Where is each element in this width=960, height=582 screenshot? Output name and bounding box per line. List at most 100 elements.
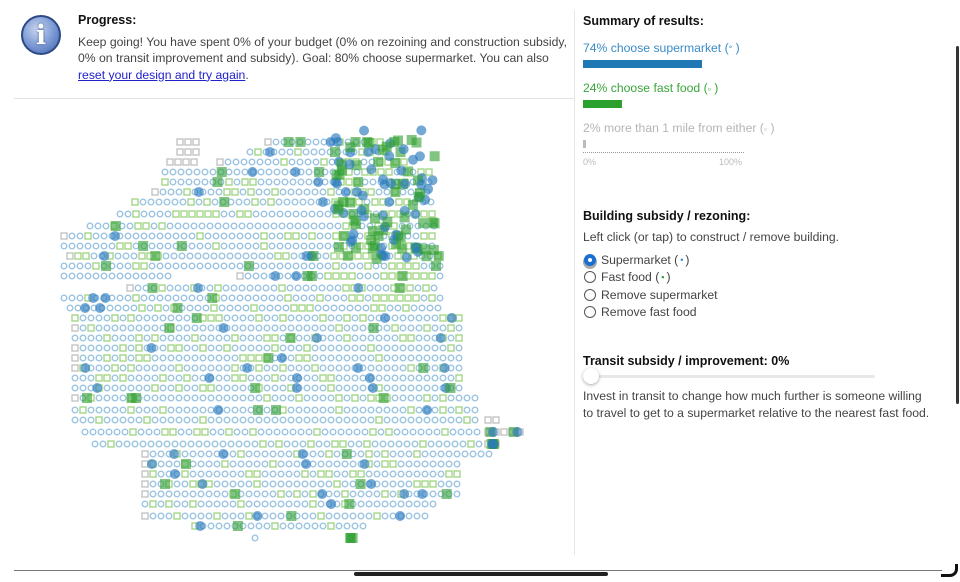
household-supermarket[interactable] (223, 374, 231, 382)
household-supermarket[interactable] (239, 406, 247, 414)
household-supermarket[interactable] (269, 470, 277, 478)
household-supermarket[interactable] (359, 394, 367, 402)
household-fastfood[interactable] (237, 450, 245, 458)
household-supermarket[interactable] (243, 440, 251, 448)
household-supermarket[interactable] (172, 262, 180, 270)
household-supermarket[interactable] (256, 158, 264, 166)
household-supermarket[interactable] (215, 334, 223, 342)
supermarket-store[interactable] (344, 159, 355, 170)
household-supermarket[interactable] (471, 406, 479, 414)
household-supermarket[interactable] (255, 324, 263, 332)
fast-food-store[interactable] (150, 251, 161, 261)
household-supermarket[interactable] (255, 394, 263, 402)
household-supermarket[interactable] (407, 384, 415, 392)
household-supermarket[interactable] (71, 374, 79, 382)
household-supermarket[interactable] (415, 374, 423, 382)
household-fastfood[interactable] (395, 198, 403, 206)
household-supermarket[interactable] (455, 324, 463, 332)
supermarket-store[interactable] (291, 373, 302, 383)
household-fastfood[interactable] (412, 262, 420, 270)
household-supermarket[interactable] (212, 262, 220, 270)
household-supermarket[interactable] (207, 344, 215, 352)
fast-food-store[interactable] (429, 218, 440, 229)
household-supermarket[interactable] (252, 262, 260, 270)
household-supermarket[interactable] (103, 344, 111, 352)
household-supermarket[interactable] (95, 344, 103, 352)
fast-food-store[interactable] (263, 353, 274, 363)
household-supermarket[interactable] (359, 384, 367, 392)
household-supermarket[interactable] (100, 242, 108, 250)
household-supermarket[interactable] (71, 416, 79, 424)
household-fastfood[interactable] (279, 364, 287, 372)
household-supermarket[interactable] (281, 178, 289, 186)
household-fastfood[interactable] (203, 198, 211, 206)
fast-food-store[interactable] (371, 253, 382, 264)
household-supermarket[interactable] (389, 450, 397, 458)
household-fastfood[interactable] (245, 512, 253, 520)
household-fastfood[interactable] (327, 188, 335, 196)
household-supermarket[interactable] (270, 284, 278, 292)
household-fastfood[interactable] (127, 364, 135, 372)
fast-food-store[interactable] (147, 283, 158, 293)
household-supermarket[interactable] (343, 416, 351, 424)
household-supermarket[interactable] (155, 440, 163, 448)
household-supermarket[interactable] (181, 500, 189, 508)
household-far[interactable] (141, 470, 149, 478)
household-supermarket[interactable] (220, 242, 228, 250)
supermarket-store[interactable] (99, 251, 110, 261)
household-supermarket[interactable] (260, 210, 268, 218)
transit-slider[interactable] (583, 368, 875, 384)
supermarket-store[interactable] (410, 242, 421, 253)
household-supermarket[interactable] (431, 384, 439, 392)
household-supermarket[interactable] (183, 416, 191, 424)
household-supermarket[interactable] (383, 344, 391, 352)
household-supermarket[interactable] (324, 210, 332, 218)
household-supermarket[interactable] (333, 490, 341, 498)
household-supermarket[interactable] (157, 460, 165, 468)
household-supermarket[interactable] (188, 242, 196, 250)
household-supermarket[interactable] (319, 324, 327, 332)
household-supermarket[interactable] (365, 512, 373, 520)
household-fastfood[interactable] (159, 406, 167, 414)
household-supermarket[interactable] (206, 222, 214, 230)
supermarket-store[interactable] (417, 489, 428, 499)
household-supermarket[interactable] (295, 406, 303, 414)
household-fastfood[interactable] (455, 406, 463, 414)
household-supermarket[interactable] (253, 500, 261, 508)
household-supermarket[interactable] (186, 304, 194, 312)
fast-food-store[interactable] (369, 241, 380, 251)
household-supermarket[interactable] (287, 416, 295, 424)
household-supermarket[interactable] (415, 324, 423, 332)
household-supermarket[interactable] (301, 512, 309, 520)
household-supermarket[interactable] (111, 394, 119, 402)
household-fastfood[interactable] (167, 344, 175, 352)
household-supermarket[interactable] (183, 314, 191, 322)
supermarket-store[interactable] (366, 479, 377, 489)
household-supermarket[interactable] (127, 416, 135, 424)
household-supermarket[interactable] (163, 440, 171, 448)
household-fastfood[interactable] (428, 272, 436, 280)
household-supermarket[interactable] (279, 344, 287, 352)
household-supermarket[interactable] (391, 334, 399, 342)
household-supermarket[interactable] (167, 354, 175, 362)
household-supermarket[interactable] (453, 480, 461, 488)
household-far[interactable] (176, 148, 184, 156)
household-supermarket[interactable] (425, 428, 433, 436)
household-fastfood[interactable] (391, 324, 399, 332)
household-supermarket[interactable] (365, 490, 373, 498)
fast-food-store[interactable] (363, 137, 374, 148)
household-supermarket[interactable] (244, 242, 252, 250)
household-supermarket[interactable] (397, 450, 405, 458)
household-supermarket[interactable] (415, 344, 423, 352)
fast-food-store[interactable] (308, 251, 319, 261)
household-supermarket[interactable] (269, 480, 277, 488)
household-supermarket[interactable] (159, 188, 167, 196)
household-fastfood[interactable] (201, 428, 209, 436)
household-supermarket[interactable] (167, 334, 175, 342)
household-supermarket[interactable] (197, 470, 205, 478)
fast-food-store[interactable] (176, 241, 187, 251)
household-supermarket[interactable] (164, 210, 172, 218)
household-supermarket[interactable] (188, 232, 196, 240)
household-supermarket[interactable] (277, 450, 285, 458)
household-supermarket[interactable] (119, 416, 127, 424)
